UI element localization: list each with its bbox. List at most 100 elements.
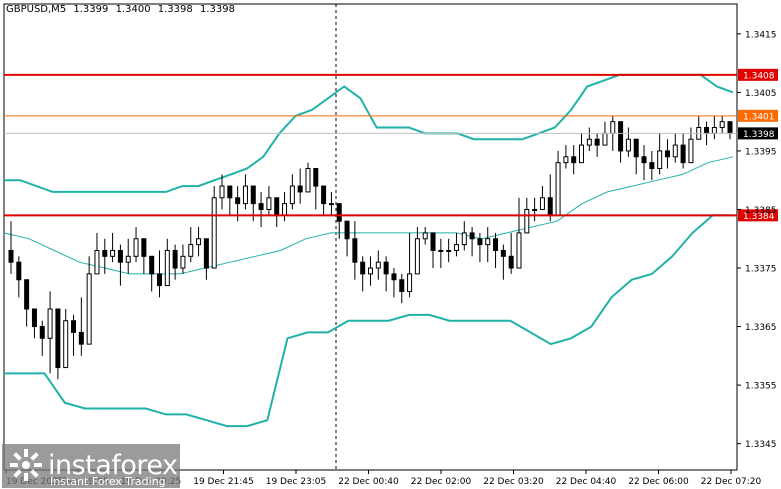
candle-body (602, 132, 608, 146)
candle (289, 174, 295, 210)
candle-body (649, 162, 655, 170)
candle-body (547, 197, 553, 216)
candle-body (704, 127, 710, 134)
candle-body (711, 127, 717, 134)
candle-body (610, 121, 616, 134)
candle (94, 232, 100, 275)
high-value: 1.3400 (115, 4, 151, 15)
candle (360, 256, 366, 292)
candle-body (110, 249, 116, 257)
candle (618, 121, 624, 163)
candle-body (485, 238, 491, 246)
candle-body (133, 238, 139, 257)
candle-body (297, 185, 303, 193)
candle-body (235, 197, 241, 205)
candle-body (219, 185, 225, 199)
candle (500, 244, 506, 280)
candle (164, 238, 170, 287)
candle-body (258, 203, 264, 210)
candle (407, 232, 413, 298)
candle (532, 197, 538, 222)
candle (469, 227, 475, 257)
watermark: instaforex Instant Forex Trading (2, 444, 180, 488)
candle-body (391, 273, 397, 281)
candle (563, 145, 569, 169)
middle-band-line (3, 156, 734, 275)
candle-body (336, 203, 342, 222)
candle (657, 133, 663, 175)
candle (493, 232, 499, 269)
candle-body (305, 168, 311, 193)
y-tick-label: 1.3395 (745, 147, 777, 157)
candle (594, 133, 600, 157)
x-tick-label: 22 Dec 02:00 (411, 477, 472, 487)
candle-body (500, 249, 506, 257)
candle-body (203, 238, 209, 269)
candle (39, 320, 45, 356)
candle (430, 232, 436, 269)
candle (8, 221, 14, 274)
y-tick-label: 1.3355 (745, 382, 777, 392)
candle-body (641, 156, 647, 164)
x-tick-label: 19 Dec 21:45 (193, 477, 254, 487)
candle-body (594, 138, 600, 146)
x-tick-label: 19 Dec 23:05 (266, 477, 327, 487)
candle (579, 133, 585, 164)
candle-body (211, 197, 217, 269)
candle-body (39, 326, 45, 339)
candle-body (313, 168, 319, 187)
candle (711, 115, 717, 140)
candle-body (344, 220, 350, 240)
candle-body (532, 208, 538, 211)
candle-body (446, 249, 452, 252)
candle (125, 238, 131, 274)
candle (149, 255, 155, 292)
candle (242, 174, 248, 210)
candle (586, 127, 592, 151)
candle-body (55, 308, 61, 369)
candle (203, 238, 209, 280)
candle-body (508, 255, 514, 269)
horizontal-levels: 1.3408 1.3401 1.3398 1.3384 (4, 68, 778, 222)
candle-body (24, 279, 30, 310)
y-tick-label: 1.3385 (745, 206, 777, 216)
candle-body (149, 255, 155, 275)
candle-body (227, 185, 233, 199)
candle (344, 220, 350, 257)
candle (117, 244, 123, 286)
candle (258, 191, 264, 228)
level-label-support: 1.3384 (743, 212, 775, 222)
candle-body (141, 238, 147, 257)
candle-body (477, 238, 483, 246)
candle (133, 227, 139, 263)
candle (414, 227, 420, 275)
lower-band-line (4, 214, 733, 428)
plot-frame (3, 3, 738, 471)
x-tick-label: 22 Dec 04:40 (556, 477, 617, 487)
candle (672, 133, 678, 163)
candle (156, 250, 162, 298)
candle-body (375, 261, 381, 269)
candle-body (680, 144, 686, 164)
candle-body (579, 144, 585, 164)
candle (321, 185, 327, 216)
ohlc-readout: GBPUSD,M5 1.3399 1.3400 1.3398 1.3398 (6, 4, 239, 15)
candle-body (727, 121, 733, 134)
candle (219, 174, 225, 210)
candle-body (172, 249, 178, 269)
candle-body (8, 249, 14, 263)
candle (375, 250, 381, 280)
candle-body (16, 261, 22, 281)
candle (727, 121, 733, 140)
candle-body (63, 320, 69, 369)
candle (688, 127, 694, 164)
candle-body (289, 185, 295, 205)
bollinger-bands (3, 73, 734, 428)
candle-body (250, 185, 256, 205)
y-tick-label: 1.3415 (745, 30, 777, 40)
candle (719, 115, 725, 134)
level-label-pivot: 1.3401 (743, 112, 775, 122)
candle-body (94, 249, 100, 275)
candle (313, 168, 319, 210)
